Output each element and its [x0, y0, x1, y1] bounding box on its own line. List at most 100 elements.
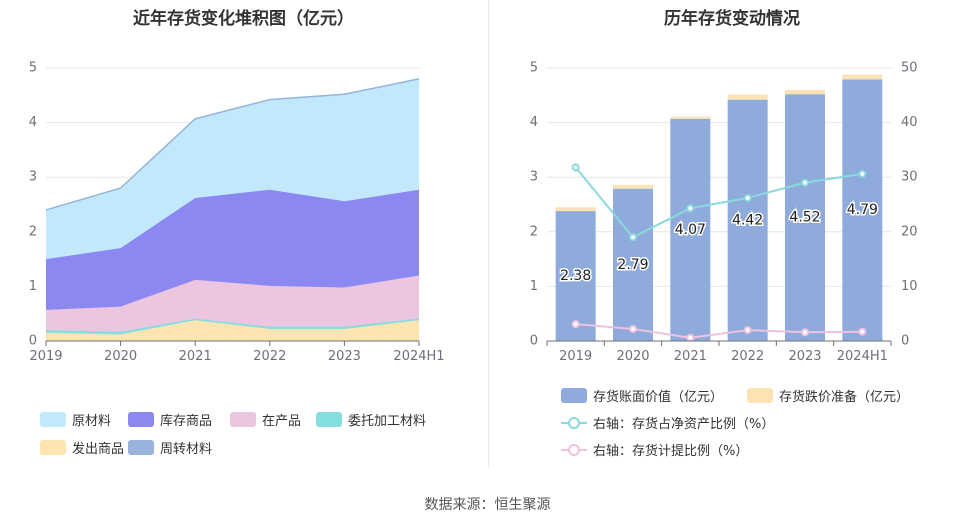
y2-tick-label: 40	[901, 115, 918, 130]
bar-book-value	[555, 211, 596, 341]
bar-impairment	[842, 74, 883, 80]
bar-book-value	[670, 118, 711, 341]
area-series	[46, 320, 419, 341]
y-tick-label: 0	[29, 334, 37, 349]
left-chart-panel: 近年存货变化堆积图（亿元） 0 1 2 3 4 5 2019 2020 2021 2022 2023…	[0, 0, 487, 470]
legend-swatch	[40, 440, 66, 455]
stacked-area-chart: 0 1 2 3 4 5 2019 2020 2021 2022 2023 2024H1	[29, 61, 445, 365]
line-point	[686, 333, 695, 342]
y-tick-label: 5	[29, 61, 37, 76]
y-tick-label: 2	[530, 224, 538, 239]
bar-impairment	[727, 94, 768, 100]
legend-item[interactable]: 存货账面价值（亿元）	[561, 386, 723, 405]
x-tick-label: 2019	[29, 349, 62, 364]
bar-impairment	[670, 116, 711, 119]
legend-label: 在产品	[262, 414, 302, 429]
line-point	[686, 204, 695, 213]
x-tick-label: 2019	[559, 349, 592, 364]
legend-swatch	[561, 415, 587, 430]
line-point	[571, 320, 580, 329]
x-tick-label: 2020	[104, 349, 137, 364]
area-series	[46, 318, 419, 335]
x-tick-label: 2021	[179, 349, 212, 364]
bar-book-value	[727, 99, 768, 341]
bar-data-label: 4.79	[847, 202, 878, 218]
legend-item[interactable]: 原材料	[40, 410, 111, 429]
legend-item[interactable]: 库存商品	[128, 410, 212, 429]
line-point	[571, 163, 580, 172]
bar-data-label: 4.52	[789, 210, 820, 226]
right-chart-title: 历年存货变动情况	[664, 9, 800, 29]
y-tick-label: 4	[29, 115, 37, 130]
line-point	[743, 326, 752, 335]
legend-swatch	[128, 440, 154, 455]
line-point	[629, 324, 637, 333]
bar-data-label: 4.42	[732, 212, 763, 228]
y2-tick-label: 10	[901, 279, 918, 294]
area-series-line	[45, 189, 420, 260]
line-point	[629, 233, 637, 242]
legend-swatch	[316, 412, 342, 427]
legend-marker	[568, 417, 580, 429]
bar-data-label: 2.79	[617, 257, 648, 273]
y-tick-label: 4	[530, 115, 538, 130]
legend-item[interactable]: 周转材料	[128, 438, 212, 457]
area-series-line	[45, 78, 420, 211]
bar-book-value	[785, 94, 825, 341]
y2-tick-label: 50	[901, 61, 918, 76]
bar-book-value	[613, 188, 653, 341]
right-chart-panel: 历年存货变动情况 0 1 2 3 4 5 0 10 20 30 40 50 2.38 2.79 4.07 4.…	[489, 0, 975, 470]
legend-swatch	[747, 388, 773, 403]
legend-item[interactable]: 在产品	[230, 410, 301, 429]
line-point	[801, 328, 809, 337]
y-tick-label: 3	[29, 170, 37, 185]
area-series	[46, 78, 419, 260]
bar-data-label: 2.38	[560, 268, 591, 284]
legend-swatch	[561, 388, 587, 403]
legend-item[interactable]: 发出商品	[40, 438, 124, 457]
x-tick-label: 2024H1	[837, 349, 888, 364]
legend-label: 存货跌价准备（亿元）	[779, 390, 910, 405]
bar-impairment	[555, 207, 596, 212]
legend-swatch	[40, 412, 66, 427]
line-provision-ratio	[575, 323, 863, 339]
legend-label: 存货账面价值（亿元）	[593, 390, 724, 405]
legend-label: 原材料	[72, 414, 112, 429]
line-point	[858, 169, 867, 178]
legend-item[interactable]: 委托加工材料	[316, 410, 426, 429]
x-tick-label: 2022	[731, 349, 764, 364]
bar-impairment	[785, 89, 825, 95]
x-tick-label: 2020	[616, 349, 649, 364]
legend-item[interactable]: 右轴：存货占净资产比例（%）	[561, 413, 774, 432]
bar-book-value	[842, 79, 883, 341]
legend-label: 右轴：存货占净资产比例（%）	[593, 417, 775, 432]
legend-label: 库存商品	[160, 414, 213, 429]
y-tick-label: 2	[29, 224, 37, 239]
legend-swatch	[128, 412, 154, 427]
x-tick-label: 2022	[253, 349, 286, 364]
legend-swatch	[561, 442, 587, 457]
legend-label: 周转材料	[160, 442, 213, 457]
legend-item[interactable]: 右轴：存货计提比例（%）	[561, 440, 748, 459]
x-tick-label: 2023	[328, 349, 361, 364]
y-tick-label: 3	[530, 170, 538, 185]
legend-item[interactable]: 存货跌价准备（亿元）	[747, 386, 909, 405]
line-point	[858, 327, 867, 336]
bar-impairment	[613, 184, 653, 189]
line-net-assets-ratio	[574, 166, 863, 239]
legend-marker	[568, 444, 580, 456]
bar-data-label: 4.07	[675, 222, 706, 238]
data-source-note: 数据来源：恒生聚源	[424, 497, 551, 513]
line-point	[743, 193, 752, 202]
legend-swatch	[230, 412, 256, 427]
x-tick-label: 2023	[788, 349, 821, 364]
x-tick-label: 2021	[674, 349, 707, 364]
legend-label: 发出商品	[72, 442, 125, 457]
panel-divider	[488, 0, 489, 468]
legend-label: 右轴：存货计提比例（%）	[593, 444, 749, 459]
area-series	[46, 189, 419, 310]
y2-tick-label: 0	[901, 334, 909, 349]
y-tick-label: 1	[530, 279, 538, 294]
y-tick-label: 1	[29, 279, 37, 294]
